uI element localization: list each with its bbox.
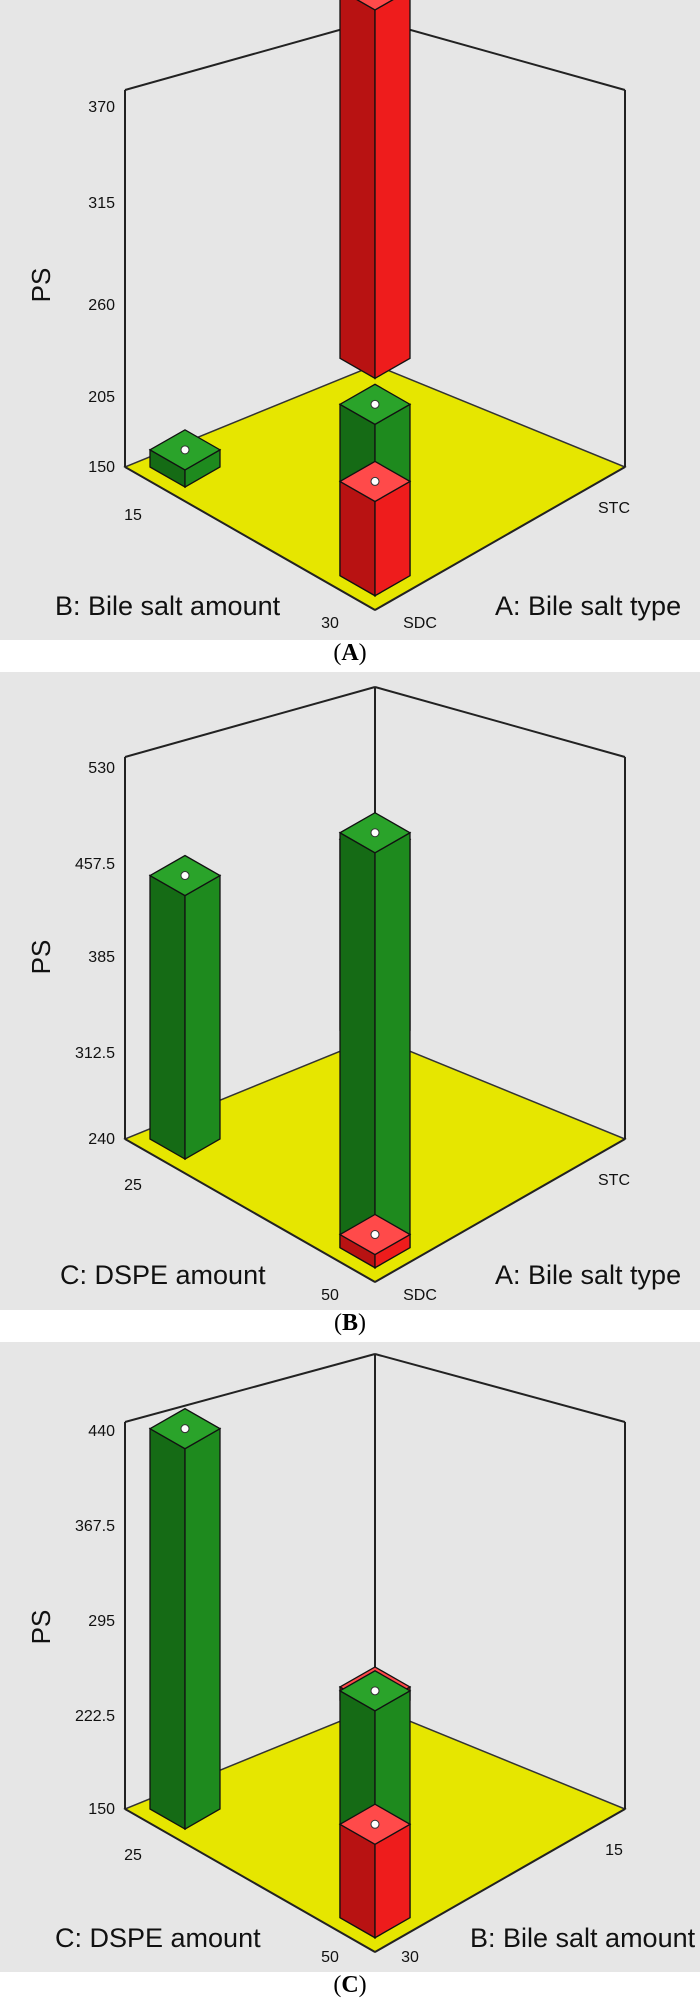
caption-c: (C): [333, 1972, 367, 1998]
chart-a-bar-3-side: [339, 0, 376, 380]
chart-a-ylevel-0: 15: [124, 507, 142, 524]
chart-a-bar-0-point: [180, 445, 190, 455]
chart-c-yfactor-title: C: DSPE amount: [55, 1923, 261, 1953]
chart-c-ztick-2: 295: [88, 1613, 115, 1630]
chart-a-bar-1-point: [370, 399, 380, 409]
chart-b-bar-0-point: [180, 871, 190, 881]
chart-b-xfactor-title: A: Bile salt type: [495, 1260, 681, 1290]
chart-b-zlabel: PS: [26, 940, 56, 975]
chart-a-zlabel: PS: [26, 268, 56, 303]
chart-a-ztick-0: 150: [88, 459, 115, 476]
chart-c-xfactor-title: B: Bile salt amount: [470, 1923, 696, 1953]
chart-b-bar-1-side: [339, 831, 376, 1269]
chart-b-ztick-4: 530: [88, 760, 115, 777]
chart-b-ztick-0: 240: [88, 1131, 115, 1148]
chart-c-ztick-1: 222.5: [75, 1708, 115, 1725]
chart-c-ztick-0: 150: [88, 1801, 115, 1818]
chart-panel-b: 240 312.5 385 457.5 530 PS 25 50 SDC STC…: [0, 672, 700, 1342]
chart-a-xlevel-0: SDC: [403, 615, 437, 632]
chart-b-ztick-1: 312.5: [75, 1045, 115, 1062]
chart-b-frame: [124, 686, 626, 1283]
chart-a-svg: 150 205 260 315 370 PS 15 30 SDC STC B: …: [0, 0, 700, 640]
chart-b-bar-0: [184, 874, 221, 1161]
caption-b: (B): [333, 1310, 366, 1336]
chart-b-ztick-3: 457.5: [75, 856, 115, 873]
chart-c-bar-1-point: [370, 1686, 380, 1696]
chart-a-bars: [148, 0, 412, 597]
chart-b-bars: [148, 811, 412, 1269]
chart-b-bar-1-point: [370, 828, 380, 838]
chart-panel-c: 150 222.5 295 367.5 440 PS 25 50 30 15 C…: [0, 1342, 700, 2012]
chart-c-bar-0-point: [180, 1424, 190, 1434]
chart-c-bar-2-point: [370, 1819, 380, 1829]
chart-b-yfactor-title: C: DSPE amount: [60, 1260, 266, 1290]
chart-c-frame: [124, 1353, 626, 1953]
chart-b-bar-0-side: [149, 874, 186, 1161]
chart-c-bars: [148, 1407, 412, 1939]
chart-panel-a: 150 205 260 315 370 PS 15 30 SDC STC B: …: [0, 0, 700, 670]
chart-b-ylevel-0: 25: [124, 1177, 142, 1194]
chart-c-ztick-4: 440: [88, 1423, 115, 1440]
chart-a-yfactor-title: B: Bile salt amount: [55, 591, 281, 621]
chart-b-bar-1: [374, 831, 411, 1269]
chart-c-xlevel-1: 15: [605, 1842, 623, 1859]
chart-c-xlevel-0: 30: [401, 1949, 419, 1966]
chart-a-ztick-1: 205: [88, 389, 115, 406]
chart-a-ztick-2: 260: [88, 297, 115, 314]
chart-c-ylevel-1: 50: [321, 1949, 339, 1966]
chart-a-ztick-3: 315: [88, 195, 115, 212]
chart-b-xlevel-0: SDC: [403, 1287, 437, 1304]
chart-c-ylevel-0: 25: [124, 1847, 142, 1864]
chart-a-bar-3: [374, 0, 411, 380]
chart-a-xfactor-title: A: Bile salt type: [495, 591, 681, 621]
chart-a-bar-2-point: [370, 476, 380, 486]
caption-a: (A): [333, 640, 367, 666]
chart-a-ylevel-1: 30: [321, 615, 339, 632]
chart-a-bar-3-top: [356, 0, 394, 11]
chart-b-xlevel-1: STC: [598, 1172, 630, 1189]
chart-b-bar-2-point: [370, 1230, 380, 1240]
chart-c-bar-0: [184, 1427, 221, 1831]
chart-b-ylevel-1: 50: [321, 1287, 339, 1304]
chart-c-bar-0-side: [149, 1427, 186, 1831]
chart-c-zlabel: PS: [26, 1610, 56, 1645]
chart-b-ztick-2: 385: [88, 949, 115, 966]
chart-b-svg: 240 312.5 385 457.5 530 PS 25 50 SDC STC…: [0, 672, 700, 1310]
chart-c-svg: 150 222.5 295 367.5 440 PS 25 50 30 15 C…: [0, 1342, 700, 1972]
chart-a-ztick-4: 370: [88, 99, 115, 116]
chart-c-ztick-3: 367.5: [75, 1518, 115, 1535]
chart-a-xlevel-1: STC: [598, 500, 630, 517]
